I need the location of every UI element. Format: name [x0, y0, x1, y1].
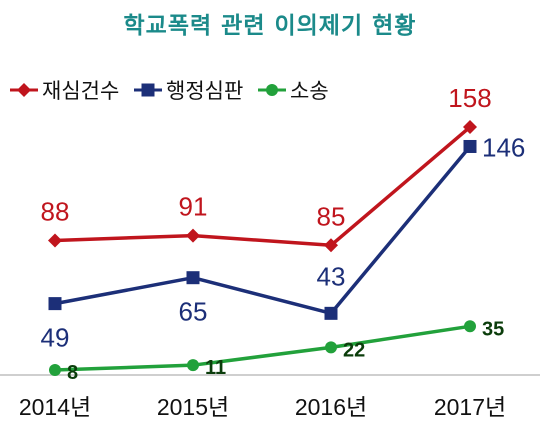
- data-point-1-1: [48, 233, 62, 248]
- x-tick-label-2: 2015년: [157, 394, 229, 420]
- data-point-1-3: [324, 238, 338, 253]
- data-label-1-1: 88: [41, 196, 70, 226]
- data-label-1-3: 85: [317, 201, 346, 231]
- data-point-3-4: [464, 320, 476, 333]
- data-point-2-3: [324, 306, 338, 320]
- data-label-3-3: 22: [343, 339, 365, 361]
- data-point-3-1: [49, 364, 61, 377]
- data-label-3-4: 35: [482, 318, 504, 340]
- x-tick-label-3: 2016년: [295, 394, 367, 420]
- chart-title: 학교폭력 관련 이의제기 현황: [123, 13, 417, 39]
- legend: 재심건수 행정심판 소송: [10, 80, 329, 103]
- data-point-2-2: [186, 271, 200, 285]
- data-labels: 88 91 85 158 49 65 43 146 8 11 22 35: [41, 83, 526, 384]
- legend-label-1: 재심건수: [42, 80, 119, 103]
- data-point-1-4: [463, 120, 477, 135]
- x-tick-labels: 2014년 2015년 2016년 2017년: [19, 394, 506, 420]
- data-label-2-1: 49: [41, 323, 70, 353]
- legend-label-3: 소송: [290, 80, 329, 103]
- data-label-2-4: 146: [482, 132, 525, 162]
- data-label-2-2: 65: [179, 297, 208, 327]
- data-point-2-4: [463, 139, 477, 153]
- x-tick-label-4: 2017년: [434, 394, 506, 420]
- legend-marker-1: [17, 83, 31, 97]
- series-line-1: [54, 125, 472, 248]
- data-label-1-2: 91: [179, 192, 208, 222]
- data-label-3-1: 8: [67, 362, 78, 384]
- data-point-3-3: [325, 341, 337, 354]
- data-point-1-2: [186, 228, 200, 243]
- data-point-2-1: [48, 297, 62, 311]
- data-point-3-2: [187, 359, 199, 372]
- legend-label-2: 행정심판: [166, 80, 243, 103]
- series-line-2: [54, 145, 472, 316]
- legend-marker-2: [141, 83, 155, 97]
- x-tick-label-1: 2014년: [19, 394, 91, 420]
- data-label-2-3: 43: [317, 261, 346, 291]
- data-label-3-2: 11: [205, 357, 226, 379]
- series-layer: [48, 120, 477, 377]
- legend-marker-3: [266, 84, 278, 96]
- series-line-3: [54, 324, 471, 372]
- data-label-1-4: 158: [448, 83, 491, 113]
